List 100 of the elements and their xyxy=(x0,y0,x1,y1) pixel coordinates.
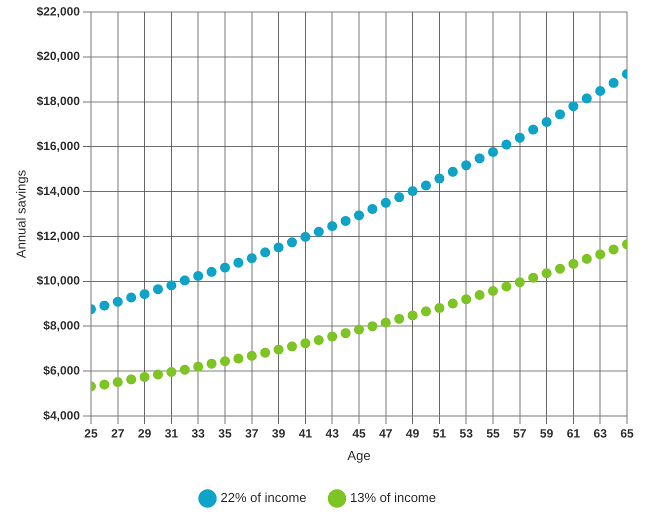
point xyxy=(474,153,485,164)
point xyxy=(514,132,525,143)
point xyxy=(488,147,498,158)
point xyxy=(126,374,136,384)
x-tick-label: 41 xyxy=(298,426,312,441)
point xyxy=(367,321,378,332)
point xyxy=(568,258,578,269)
x-tick-label: 59 xyxy=(540,426,554,441)
y-tick-label: $18,000 xyxy=(36,94,80,108)
point xyxy=(246,350,257,361)
point xyxy=(314,226,324,237)
point xyxy=(394,192,404,202)
point xyxy=(367,204,378,214)
x-tick-label: 55 xyxy=(486,426,500,441)
point xyxy=(354,324,364,335)
point xyxy=(112,377,123,388)
point xyxy=(461,294,472,304)
x-tick-label: 61 xyxy=(566,426,580,441)
point xyxy=(420,180,431,190)
point xyxy=(99,300,110,311)
y-axis-title: Annual savings xyxy=(13,169,28,258)
point xyxy=(206,358,217,369)
point xyxy=(166,367,176,378)
point xyxy=(380,318,391,328)
y-tick-label: $22,000 xyxy=(36,4,80,18)
point xyxy=(274,242,284,252)
point xyxy=(206,266,217,277)
point xyxy=(595,86,606,96)
point xyxy=(514,277,525,288)
x-tick-label: 39 xyxy=(272,426,286,441)
y-tick-label: $8,000 xyxy=(43,318,80,333)
y-tick-label: $16,000 xyxy=(36,138,80,153)
point xyxy=(300,232,310,242)
x-tick-label: 65 xyxy=(620,426,634,441)
y-tick-label: $14,000 xyxy=(36,184,80,198)
point xyxy=(140,289,150,300)
y-tick-label: $20,000 xyxy=(36,49,80,64)
point xyxy=(233,354,244,364)
x-tick-label: 27 xyxy=(111,426,125,441)
point xyxy=(193,362,204,372)
x-tick-label: 47 xyxy=(379,426,393,441)
point xyxy=(180,275,190,286)
point xyxy=(166,280,176,290)
point xyxy=(340,328,351,338)
x-tick-label: 45 xyxy=(352,426,366,441)
point xyxy=(233,258,244,268)
x-axis-title: Age xyxy=(347,448,371,463)
point xyxy=(568,101,578,112)
point xyxy=(246,253,257,264)
point xyxy=(448,166,458,177)
point xyxy=(220,262,230,273)
point xyxy=(595,249,606,260)
x-tick-label: 57 xyxy=(513,426,527,441)
point xyxy=(327,221,338,232)
point xyxy=(180,364,190,375)
y-tick-label: $6,000 xyxy=(43,363,80,378)
point xyxy=(582,93,592,104)
point xyxy=(528,124,538,135)
point xyxy=(260,247,270,258)
y-tick-label: $12,000 xyxy=(36,228,80,243)
point xyxy=(501,140,512,150)
point xyxy=(314,335,324,346)
y-tick-label: $10,000 xyxy=(36,274,80,288)
legend-label: 22% of income xyxy=(220,490,307,506)
point xyxy=(126,292,136,302)
point xyxy=(528,272,538,283)
point xyxy=(608,244,619,254)
point xyxy=(220,356,230,366)
legend-label: 13% of income xyxy=(350,490,436,506)
point xyxy=(286,237,297,248)
point xyxy=(542,116,552,127)
point xyxy=(152,369,163,380)
point xyxy=(474,290,485,300)
point xyxy=(488,286,498,296)
point xyxy=(112,296,123,307)
x-tick-label: 49 xyxy=(406,426,420,441)
point xyxy=(99,380,110,390)
x-tick-label: 35 xyxy=(218,426,232,441)
point xyxy=(327,332,338,342)
x-tick-label: 31 xyxy=(164,426,178,441)
point xyxy=(582,254,592,264)
point xyxy=(554,264,565,274)
point xyxy=(448,298,458,309)
point xyxy=(274,344,284,355)
point xyxy=(140,372,150,382)
point xyxy=(286,341,297,352)
point xyxy=(380,198,391,208)
point xyxy=(340,216,351,226)
point xyxy=(193,270,204,281)
x-tick-label: 43 xyxy=(326,426,340,441)
y-tick-label: $4,000 xyxy=(43,408,80,422)
point xyxy=(501,281,512,292)
x-tick-label: 51 xyxy=(432,426,446,441)
x-tick-label: 25 xyxy=(84,426,98,441)
x-tick-label: 53 xyxy=(460,426,474,441)
point xyxy=(394,314,404,324)
point xyxy=(542,268,552,278)
x-tick-label: 37 xyxy=(245,426,259,441)
point xyxy=(354,210,364,220)
point xyxy=(608,78,619,88)
